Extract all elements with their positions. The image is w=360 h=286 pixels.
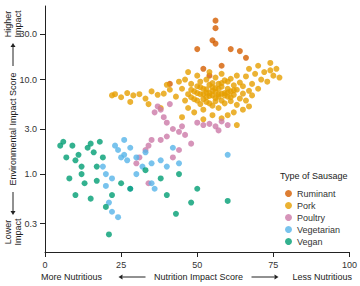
svg-text:Nutrition Impact Score: Nutrition Impact Score <box>154 272 243 282</box>
svg-text:Ruminant: Ruminant <box>297 189 336 199</box>
svg-text:0: 0 <box>42 260 47 270</box>
svg-text:100: 100 <box>342 260 357 270</box>
svg-text:Lower: Lower <box>3 220 13 245</box>
svg-text:Impact: Impact <box>13 218 23 246</box>
svg-text:More Nutritious: More Nutritious <box>41 272 103 282</box>
svg-text:50: 50 <box>192 260 202 270</box>
svg-text:Environmental Impact Score: Environmental Impact Score <box>8 72 18 185</box>
svg-text:1.0: 1.0 <box>24 169 37 179</box>
svg-text:Vegan: Vegan <box>297 237 323 247</box>
svg-text:3.0: 3.0 <box>24 124 37 134</box>
svg-text:Impact: Impact <box>13 10 23 38</box>
svg-text:Higher: Higher <box>3 11 13 38</box>
svg-text:0.3: 0.3 <box>24 219 37 229</box>
svg-text:Vegetarian: Vegetarian <box>297 225 340 235</box>
svg-text:25: 25 <box>116 260 126 270</box>
svg-text:10.0: 10.0 <box>19 75 37 85</box>
svg-text:Type of Sausage: Type of Sausage <box>280 171 348 181</box>
svg-text:30.0: 30.0 <box>19 29 37 39</box>
svg-text:Poultry: Poultry <box>297 213 326 223</box>
svg-text:Less Nutritious: Less Nutritious <box>292 272 352 282</box>
svg-text:75: 75 <box>268 260 278 270</box>
svg-text:Pork: Pork <box>297 201 316 211</box>
